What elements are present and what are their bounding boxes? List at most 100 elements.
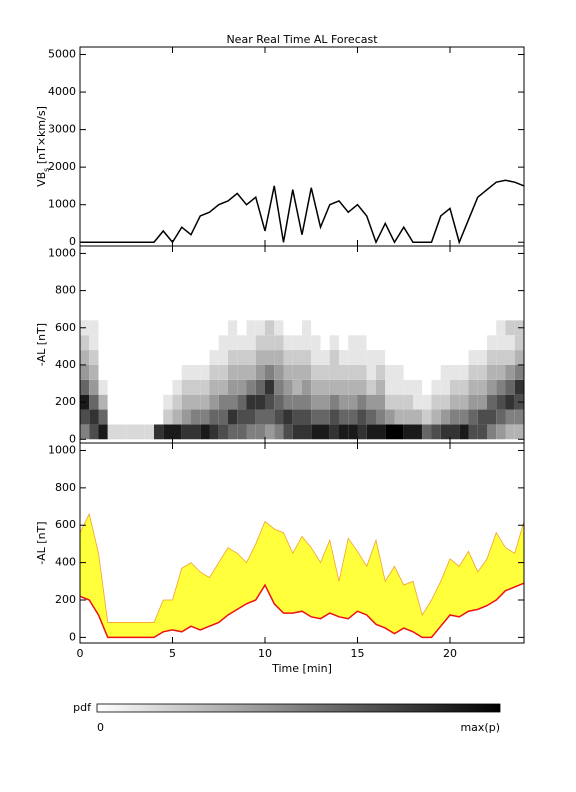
- heat-cell: [107, 409, 117, 425]
- y-tick-label: 3000: [48, 123, 76, 136]
- heat-cell: [348, 424, 358, 440]
- colorbar-tick-label: 0: [97, 721, 104, 734]
- heat-cell: [357, 409, 367, 425]
- heat-cell: [265, 424, 275, 440]
- x-tick-label: 5: [169, 647, 176, 660]
- y-axis-label: -AL [nT]: [35, 521, 48, 564]
- x-tick-label: 15: [351, 647, 365, 660]
- heat-cell: [385, 364, 395, 380]
- heat-cell: [237, 409, 247, 425]
- heat-cell: [357, 320, 367, 336]
- heat-cell: [154, 320, 164, 336]
- heat-cell: [320, 424, 330, 440]
- x-tick-label: 10: [258, 647, 272, 660]
- heat-cell: [514, 409, 524, 425]
- heat-cell: [209, 350, 219, 365]
- y-axis-label-part: s: [42, 168, 51, 172]
- heat-cell: [431, 409, 441, 425]
- chart-title: Near Real Time AL Forecast: [226, 33, 378, 46]
- band-edge: [80, 512, 524, 623]
- colorbar: [96, 703, 501, 713]
- heat-cell: [218, 424, 228, 440]
- heat-cell: [329, 320, 339, 336]
- heat-cell: [117, 394, 127, 410]
- heat-cell: [422, 424, 432, 440]
- heat-cell: [172, 424, 182, 440]
- heat-cell: [366, 394, 376, 410]
- heat-cell: [265, 364, 275, 380]
- heat-cell: [274, 364, 284, 380]
- heat-cell: [403, 394, 413, 410]
- y-tick-label: 1000: [48, 246, 76, 259]
- frame: [79, 46, 525, 247]
- heat-cell: [394, 379, 404, 395]
- heat-cell: [496, 409, 506, 425]
- heat-cell: [302, 424, 312, 440]
- heat-cell: [459, 424, 469, 440]
- heat-cell: [154, 409, 164, 425]
- heat-cell: [172, 394, 182, 410]
- y-axis-label: VBs [nT×km/s]: [35, 106, 51, 187]
- heat-cell: [191, 409, 201, 425]
- heat-cell: [450, 394, 460, 410]
- heat-cell: [311, 364, 321, 380]
- heat-cell: [80, 409, 90, 425]
- heat-cell: [274, 335, 284, 351]
- heat-cell: [107, 364, 117, 380]
- heat-cell: [292, 320, 302, 336]
- heat-cell: [237, 424, 247, 440]
- heat-cell: [422, 379, 432, 395]
- heat-cell: [496, 320, 506, 336]
- heat-cell: [357, 335, 367, 351]
- heat-cell: [496, 350, 506, 365]
- heat-cell: [348, 379, 358, 395]
- heat-cell: [329, 379, 339, 395]
- heat-cell: [422, 364, 432, 380]
- y-axis-label-part: [nT×km/s]: [35, 106, 48, 168]
- heat-cell: [394, 320, 404, 336]
- heat-cell: [126, 409, 136, 425]
- heat-cell: [339, 379, 349, 395]
- heat-cell: [89, 320, 99, 336]
- heat-cell: [422, 350, 432, 365]
- heat-cell: [255, 409, 265, 425]
- heat-cell: [80, 364, 90, 380]
- heat-cell: [246, 409, 256, 425]
- heat-cell: [117, 350, 127, 365]
- heat-cell: [348, 320, 358, 336]
- heat-cell: [209, 409, 219, 425]
- heat-cell: [292, 350, 302, 365]
- heat-cell: [117, 364, 127, 380]
- heat-cell: [89, 350, 99, 365]
- heat-cell: [357, 379, 367, 395]
- heat-cell: [422, 320, 432, 336]
- heat-cell: [477, 409, 487, 425]
- heat-cell: [505, 394, 515, 410]
- plot-area: [80, 320, 524, 440]
- heat-cell: [172, 350, 182, 365]
- heat-cell: [431, 350, 441, 365]
- heat-cell: [477, 335, 487, 351]
- heat-cell: [191, 379, 201, 395]
- heat-cell: [505, 424, 515, 440]
- heat-cell: [80, 350, 90, 365]
- heat-cell: [135, 320, 145, 336]
- heat-cell: [126, 364, 136, 380]
- heat-cell: [191, 394, 201, 410]
- y-tick-label: 800: [55, 481, 76, 494]
- heat-cell: [468, 335, 478, 351]
- heat-cell: [394, 364, 404, 380]
- heat-cell: [505, 379, 515, 395]
- heat-cell: [283, 335, 293, 351]
- heat-cell: [450, 350, 460, 365]
- heat-cell: [135, 409, 145, 425]
- heat-cell: [413, 364, 423, 380]
- heat-cell: [209, 379, 219, 395]
- heat-cell: [154, 424, 164, 440]
- heat-cell: [459, 320, 469, 336]
- heat-cell: [311, 409, 321, 425]
- heat-cell: [505, 350, 515, 365]
- heat-cell: [292, 394, 302, 410]
- heat-cell: [181, 364, 191, 380]
